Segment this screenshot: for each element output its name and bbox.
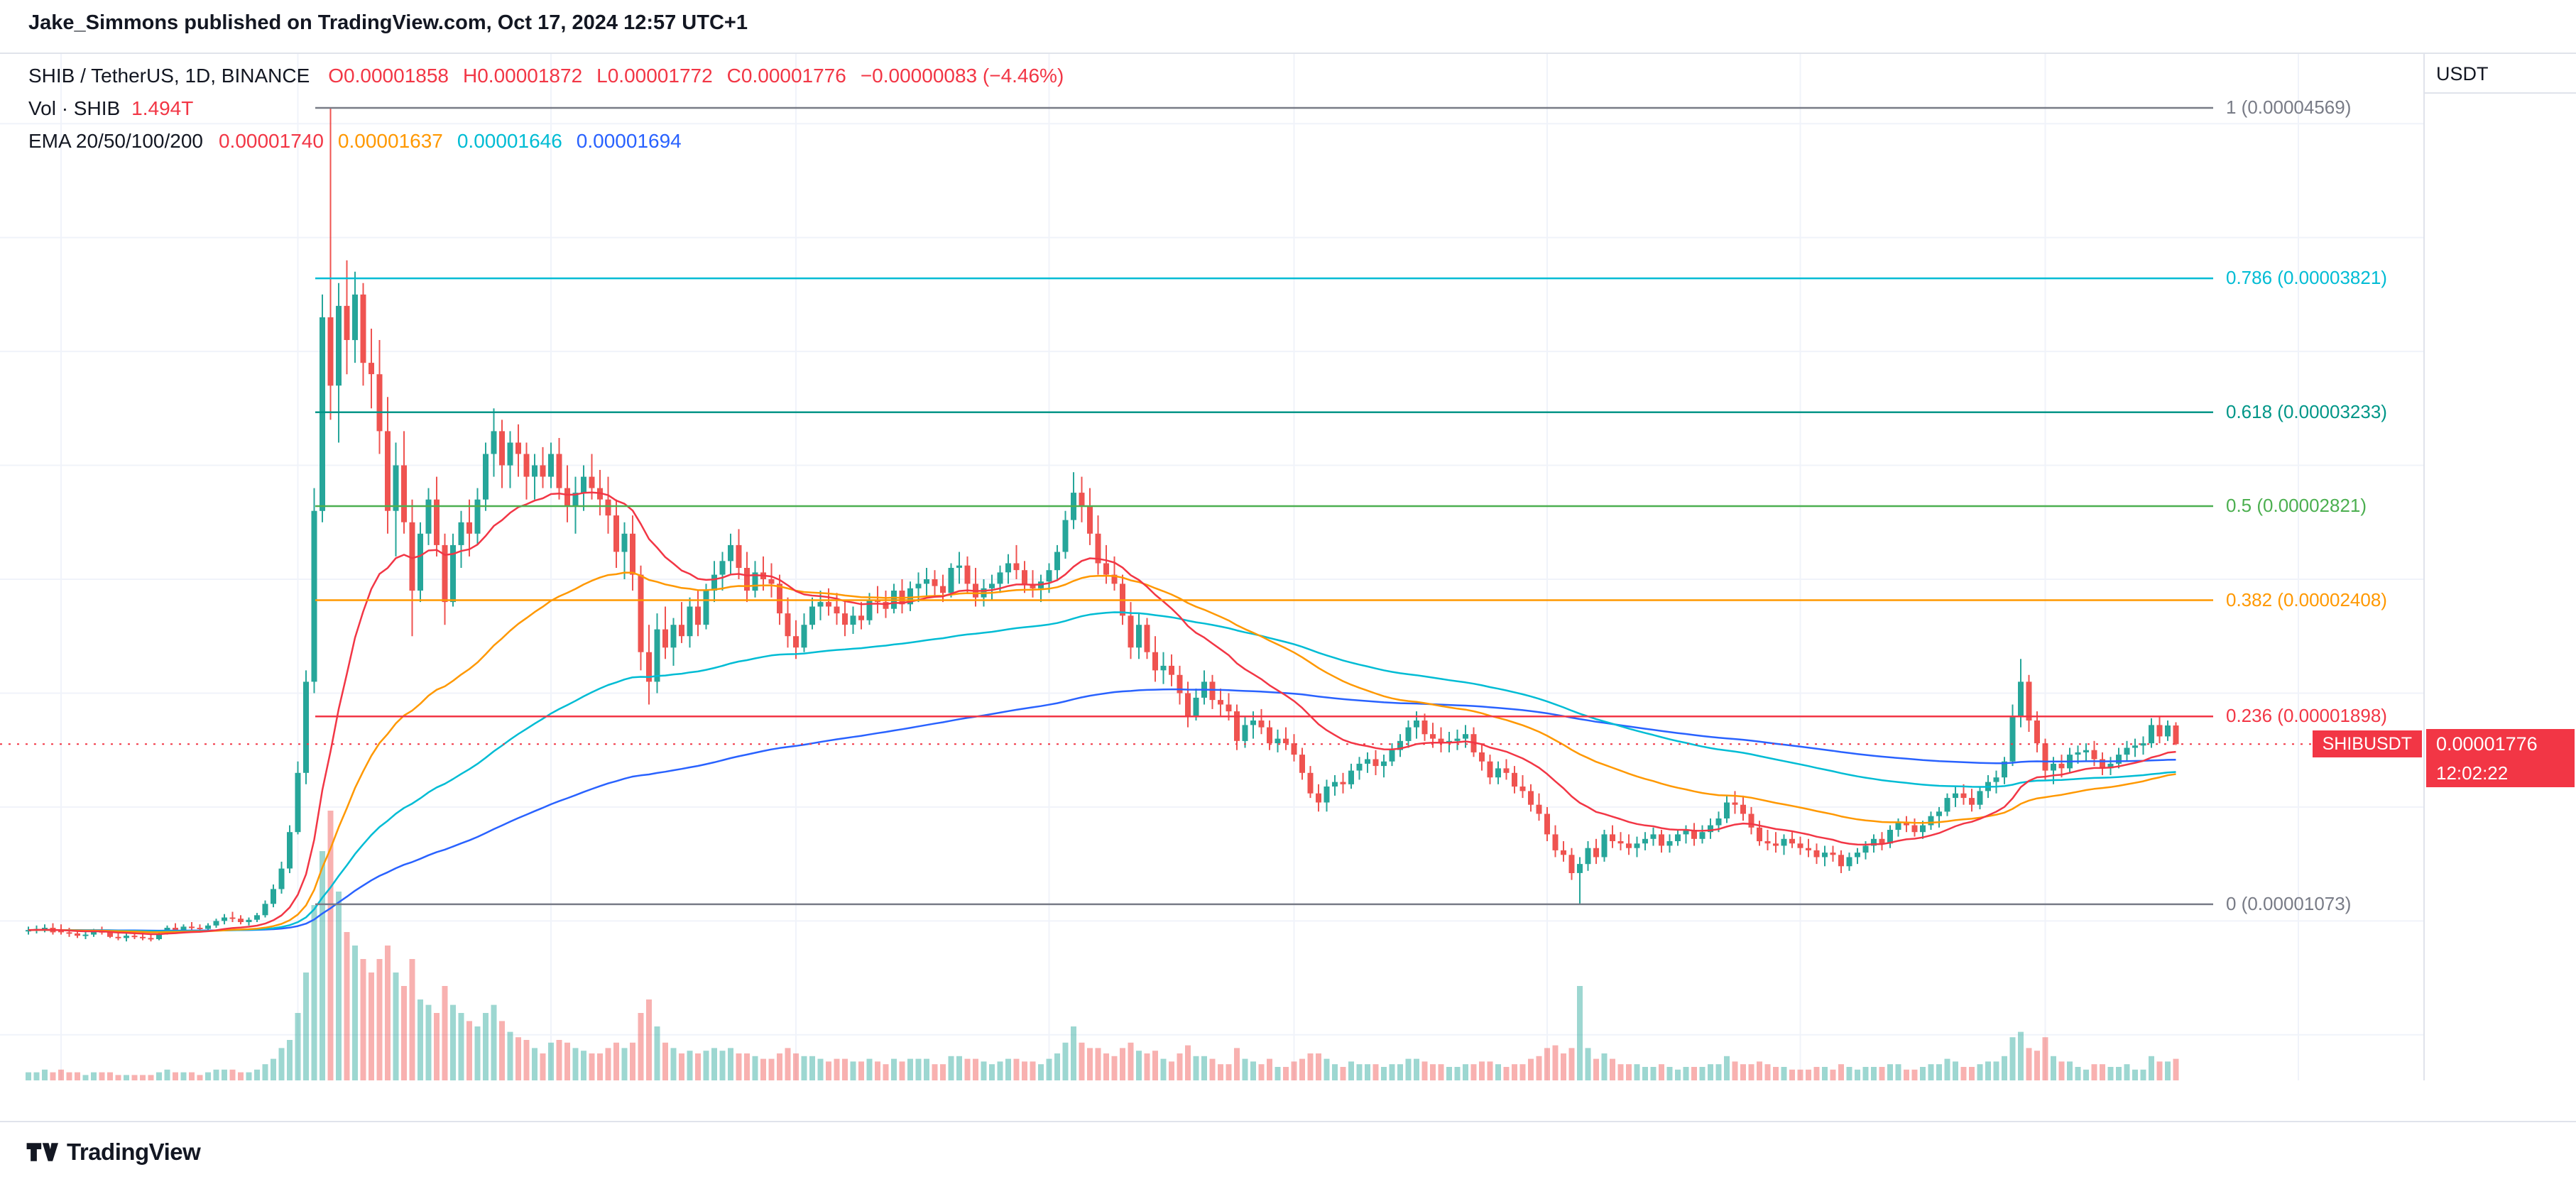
ema50-value: 0.00001637 [337,130,443,152]
ohlc-close: C0.00001776 [726,65,846,87]
time-scale[interactable] [0,1082,2576,1122]
attribution-text: Jake_Simmons published on TradingView.co… [28,11,748,34]
price-scale[interactable] [2423,53,2576,1080]
price-scale-currency: USDT [2425,54,2576,94]
ema200-value: 0.00001694 [576,130,682,152]
ema100-value: 0.00001646 [457,130,562,152]
chart-legend: SHIB / TetherUS, 1D, BINANCE O0.00001858… [28,60,1078,158]
legend-volume-row: Vol · SHIB 1.494T [28,92,1078,125]
ema20-value: 0.00001740 [218,130,324,152]
ohlc-high: H0.00001872 [463,65,583,87]
ema-label: EMA 20/50/100/200 [28,130,203,152]
volume-label: Vol · SHIB [28,97,121,119]
volume-value: 1.494T [131,97,194,119]
ohlc-change: −0.00000083 (−4.46%) [860,65,1064,87]
footer-brand[interactable]: TradingView [26,1137,201,1167]
last-price-symbol-badge: SHIBUSDT [2312,730,2422,758]
ohlc-open: O0.00001858 [328,65,449,87]
legend-symbol-row: SHIB / TetherUS, 1D, BINANCE O0.00001858… [28,60,1078,92]
header-divider [0,53,2576,54]
bar-countdown-badge: 12:02:22 [2426,759,2575,788]
ohlc-low: L0.00001772 [596,65,713,87]
legend-ema-row: EMA 20/50/100/200 0.00001740 0.00001637 … [28,125,1078,158]
last-price-badge: 0.00001776 [2426,729,2575,760]
tradingview-wordmark: TradingView [67,1139,201,1165]
tradingview-logo-icon [26,1143,58,1161]
chart-canvas[interactable] [0,0,2423,1122]
symbol-title: SHIB / TetherUS, 1D, BINANCE [28,65,310,87]
